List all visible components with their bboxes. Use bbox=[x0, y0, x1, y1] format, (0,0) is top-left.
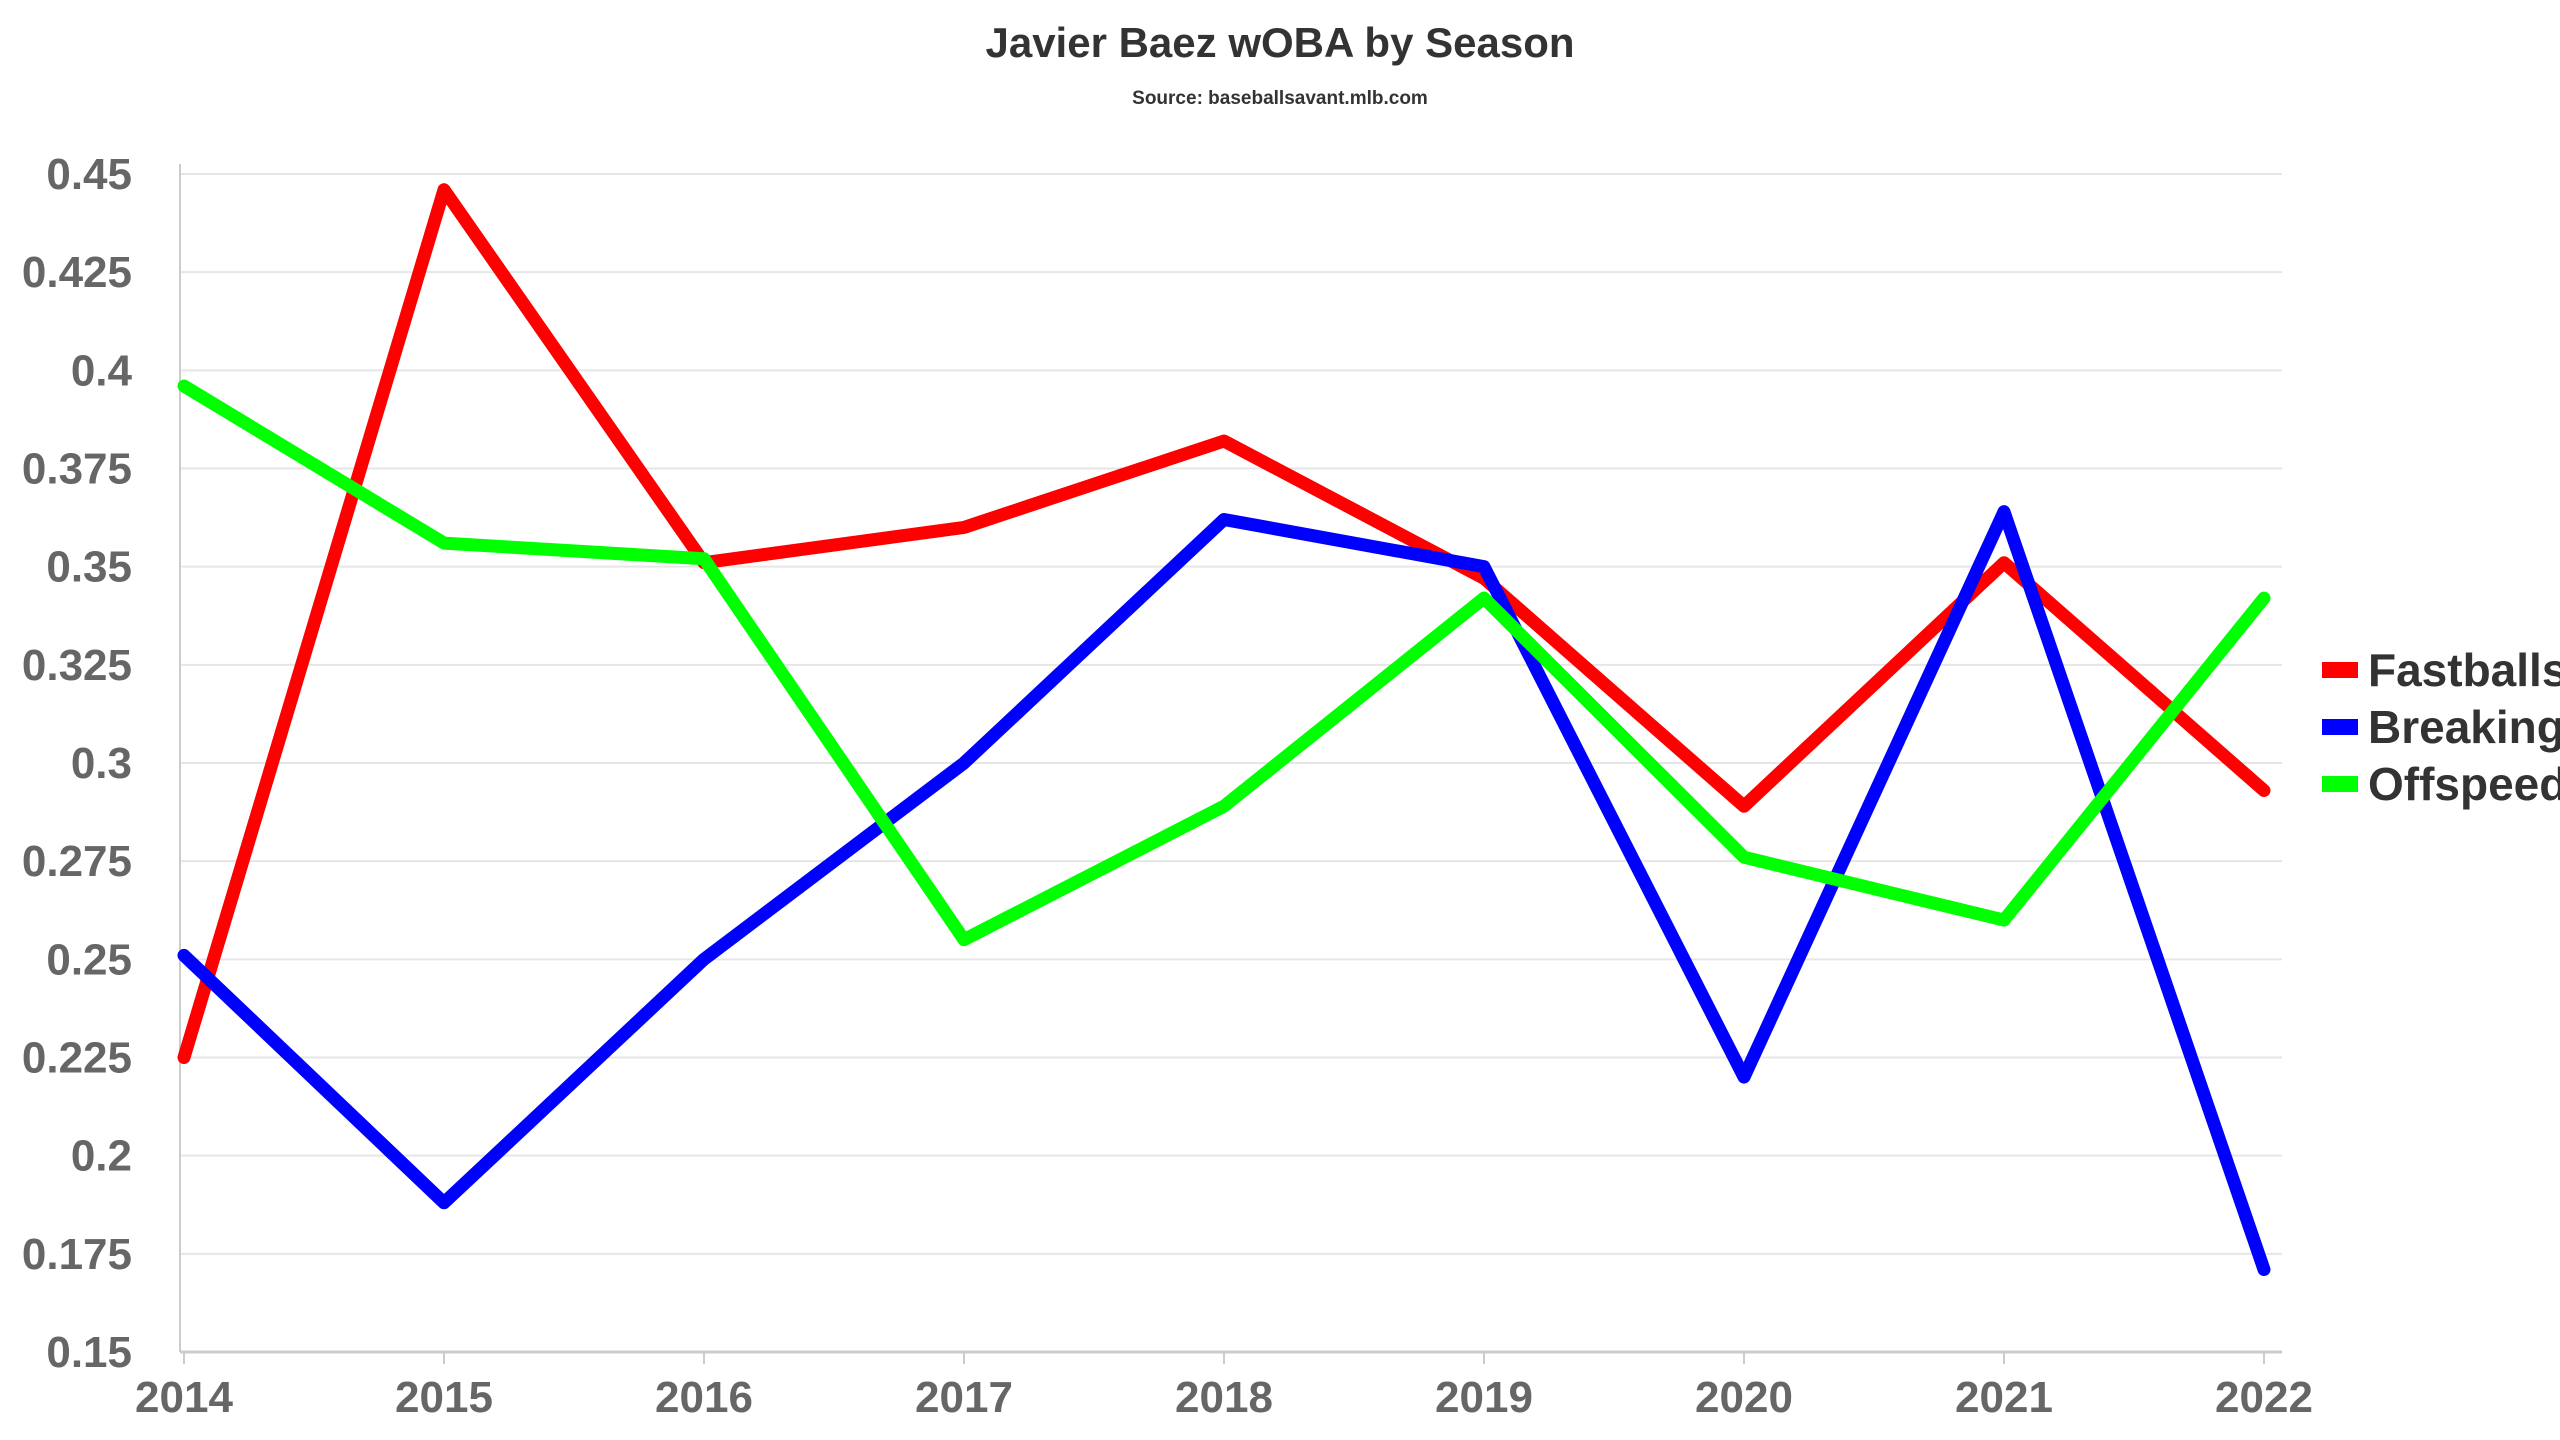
series-lines bbox=[177, 183, 2271, 1276]
y-tick-label: 0.4 bbox=[71, 346, 133, 395]
legend-label: Fastballs bbox=[2368, 644, 2560, 696]
x-tick-label: 2015 bbox=[395, 1373, 493, 1422]
x-tick-label: 2021 bbox=[1955, 1373, 2053, 1422]
x-tick-label: 2022 bbox=[2215, 1373, 2313, 1422]
y-tick-label: 0.25 bbox=[46, 935, 132, 984]
legend-swatch bbox=[2322, 662, 2358, 678]
y-tick-label: 0.45 bbox=[46, 150, 132, 199]
legend-label: Breaking bbox=[2368, 701, 2560, 753]
x-tick-label: 2018 bbox=[1175, 1373, 1273, 1422]
legend-swatch bbox=[2322, 719, 2358, 735]
y-tick-label: 0.375 bbox=[22, 445, 132, 494]
x-tick-label: 2019 bbox=[1435, 1373, 1533, 1422]
x-tick-labels: 2014 2015 2016 2017 2018 2019 2020 2021 2022 bbox=[135, 1373, 2313, 1422]
y-tick-label: 0.425 bbox=[22, 248, 132, 297]
series-line-breaking bbox=[177, 505, 2271, 1276]
y-tick-label: 0.2 bbox=[71, 1132, 132, 1181]
x-tick-label: 2014 bbox=[135, 1373, 233, 1422]
y-tick-label: 0.275 bbox=[22, 837, 132, 886]
y-tick-label: 0.35 bbox=[46, 543, 132, 592]
series-line-offspeed bbox=[177, 379, 2271, 947]
axes bbox=[179, 164, 2282, 1364]
x-tick-label: 2016 bbox=[655, 1373, 753, 1422]
series-line-fastballs bbox=[177, 183, 2271, 1064]
legend-swatch bbox=[2322, 776, 2358, 792]
y-tick-label: 0.225 bbox=[22, 1034, 132, 1083]
y-tick-labels: 0.15 0.175 0.2 0.225 0.25 0.275 0.3 0.325 0.35 0.… bbox=[22, 150, 133, 1377]
grid-lines bbox=[180, 173, 2282, 1255]
x-tick-label: 2017 bbox=[915, 1373, 1013, 1422]
y-tick-label: 0.325 bbox=[22, 641, 132, 690]
x-tick-label: 2020 bbox=[1695, 1373, 1793, 1422]
legend-label: Offspeed bbox=[2368, 758, 2560, 810]
chart-subtitle: Source: baseballsavant.mlb.com bbox=[1132, 88, 1428, 109]
y-tick-label: 0.3 bbox=[71, 739, 132, 788]
chart-title: Javier Baez wOBA by Season bbox=[985, 19, 1574, 66]
y-tick-label: 0.175 bbox=[22, 1230, 132, 1279]
y-tick-label: 0.15 bbox=[46, 1328, 132, 1377]
